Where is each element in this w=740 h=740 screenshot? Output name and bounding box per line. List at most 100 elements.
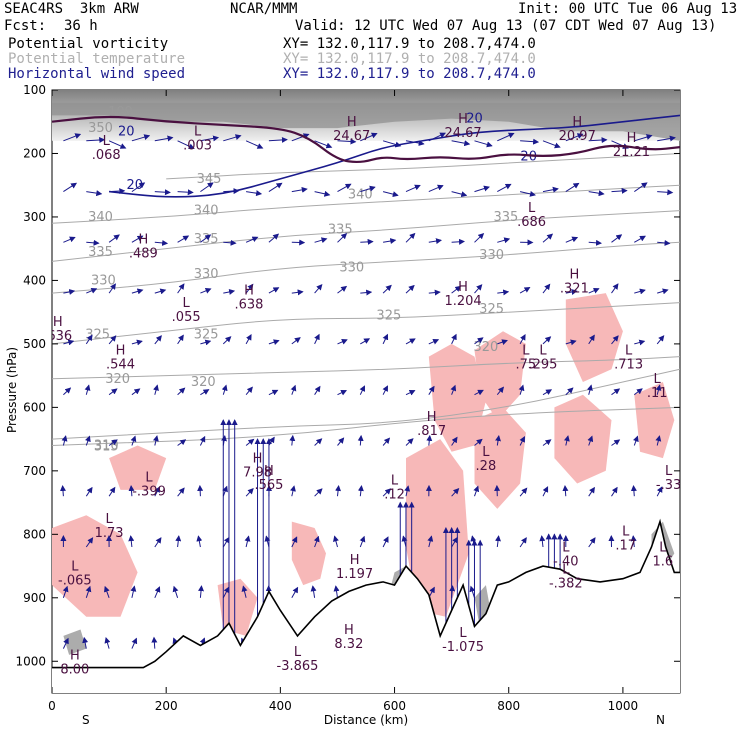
y-tick-label-5: 600 <box>23 400 46 414</box>
y-tick-label-7: 800 <box>23 527 46 541</box>
x-tick-label-1: 200 <box>155 699 178 713</box>
pv-extremum-type-3: L <box>183 296 191 311</box>
wind-arrow-0-540 <box>360 132 378 142</box>
pv-extremum-type-6: L <box>194 125 202 140</box>
wind-arrow-6-860 <box>542 439 552 446</box>
wind-arrow-2-500 <box>337 233 348 243</box>
pv-extremum-value-6: .003 <box>183 139 212 154</box>
terrain-fill <box>52 521 680 693</box>
wind-arrow-0-60 <box>86 137 106 144</box>
wind-arrow-5-860 <box>542 389 553 396</box>
pv-extremum-value-14: .295 <box>529 358 558 373</box>
wind-arrow-2-460 <box>314 237 328 244</box>
wind-arrow-7-900 <box>562 485 569 497</box>
pv-tropopause-contour <box>52 115 680 164</box>
wind-arrow-0-100 <box>108 140 127 149</box>
y-tick-label-2: 300 <box>23 210 46 224</box>
wind-arrow-0-1060 <box>657 135 676 142</box>
wind-arrow-8-460 <box>313 535 320 548</box>
pv-extremum-type-29: L <box>294 645 302 660</box>
pv-extremum-value-20: 1.73 <box>95 526 124 541</box>
pv-extremum-value-26: .17 <box>615 538 636 553</box>
wind-arrow-7-1060 <box>656 486 663 497</box>
x-tick-label-0: 0 <box>48 699 56 713</box>
wind-arrow-8-340 <box>244 535 251 548</box>
pv-extremum-value-11: .686 <box>517 215 546 230</box>
wind-arrow-4-420 <box>291 337 301 345</box>
wind-arrow-3-500 <box>337 285 348 294</box>
wind-arrow-1-60 <box>86 190 103 197</box>
wind-arrow-5-220 <box>177 387 186 396</box>
wind-arrow-4-340 <box>245 334 252 345</box>
wind-arrow-4-60 <box>85 334 93 345</box>
wind-arrow-1-700 <box>451 191 468 198</box>
wind-arrow-7-620 <box>404 485 411 497</box>
pv-extremum-value-3: .055 <box>172 310 201 325</box>
wind-arrow-9-220 <box>172 585 179 598</box>
wind-arrow-3-860 <box>542 283 551 294</box>
wind-arrow-0-780 <box>497 132 515 142</box>
wind-arrow-3-260 <box>200 288 212 294</box>
wind-arrow-1-660 <box>428 184 444 193</box>
pv-negative-region-3 <box>428 343 486 452</box>
wind-arrow-1-900 <box>565 182 580 193</box>
pv-negative-region-9 <box>554 394 612 484</box>
wind-arrow-8-540 <box>359 535 366 548</box>
wind-arrow-2-900 <box>565 236 579 243</box>
pv-negative-region-4 <box>474 331 526 421</box>
wind-arrow-0-700 <box>451 140 471 147</box>
pv-extremum-type-33: L <box>654 372 662 387</box>
wind-arrow-4-540 <box>360 338 371 345</box>
pv-extremum-type-22: H <box>253 451 263 466</box>
wind-arrow-0-20 <box>63 133 82 142</box>
wind-arrow-0-140 <box>131 134 151 142</box>
y-tick-label-8: 900 <box>23 591 46 605</box>
wind-arrow-0-820 <box>520 138 540 145</box>
wind-arrow-4-180 <box>154 335 162 345</box>
pv-extremum-type-21: L <box>71 559 79 574</box>
wind-arrow-5-1020 <box>633 388 643 396</box>
pv-extremum-value-2: .489 <box>129 247 158 262</box>
wind-arrow-2-700 <box>451 238 465 245</box>
pv-extremum-value-1: .544 <box>106 358 135 373</box>
wind-arrow-9-420 <box>291 586 299 599</box>
wind-arrow-8-140 <box>128 535 135 548</box>
wind-arrow-1-220 <box>177 189 194 196</box>
wind-arrow-9-740 <box>469 585 476 598</box>
wind-arrow-6-1020 <box>633 435 639 446</box>
wind-arrow-1-500 <box>337 183 352 193</box>
wind-arrow-4-220 <box>177 334 184 345</box>
wind-arrow-2-620 <box>405 232 416 243</box>
wind-arrow-6-940 <box>587 435 594 446</box>
theta-line-325-3 <box>52 302 680 345</box>
wind-arrow-8-700 <box>451 536 458 548</box>
theta-label-6: 325 <box>194 327 219 342</box>
wind-arrow-7-20 <box>60 485 66 497</box>
pv-extremum-value-12: .321 <box>560 281 589 296</box>
wind-arrow-4-620 <box>405 338 416 345</box>
wind-arrow-3-300 <box>223 289 236 295</box>
pv-extremum-value-7: 24.67 <box>333 129 370 144</box>
legend-wind-name: Horizontal wind speed <box>8 66 186 82</box>
wind-arrow-9-260 <box>198 585 205 598</box>
theta-label-14: 335 <box>194 232 219 247</box>
pv-extremum-value-9: 20.97 <box>559 129 596 144</box>
pv-extremum-value-10: 21.21 <box>613 145 650 160</box>
wind-arrow-5-700 <box>450 384 457 395</box>
legend-theta-name: Potential temperature <box>8 51 186 67</box>
wind-arrow-7-300 <box>222 485 228 497</box>
wind-arrow-5-140 <box>131 388 141 396</box>
wind-arrow-3-220 <box>177 283 185 294</box>
wind-arrow-1-260 <box>200 182 214 193</box>
wind-arrow-1-940 <box>588 190 605 197</box>
wind-arrow-8-60 <box>85 537 94 548</box>
left-endpoint: S <box>82 713 90 727</box>
wind-arrow-6-420 <box>289 434 296 446</box>
wind-arrow-7-740 <box>473 485 480 497</box>
pv-extremum-type-34: L <box>665 464 673 479</box>
wind-arrow-5-820 <box>518 384 525 395</box>
wind-arrow-5-1060 <box>655 384 662 395</box>
wind-arrow-5-260 <box>200 389 210 396</box>
wind-arrow-1-980 <box>611 187 628 194</box>
wind-arrow-5-740 <box>474 389 484 396</box>
